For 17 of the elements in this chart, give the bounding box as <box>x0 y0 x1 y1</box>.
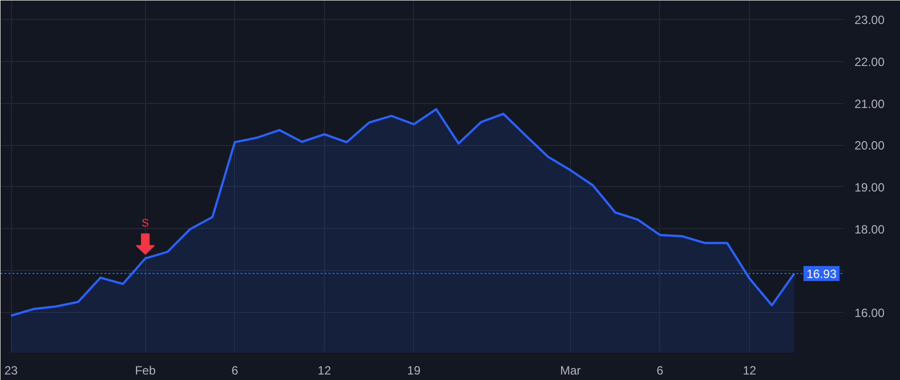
x-tick-label: 6 <box>656 364 664 378</box>
x-tick-label: 23 <box>4 364 18 378</box>
x-tick-label: 6 <box>231 364 238 378</box>
y-tick-label: 19.00 <box>854 180 885 194</box>
y-tick-label: 18.00 <box>854 222 885 236</box>
x-tick-label: 12 <box>742 364 757 378</box>
x-tick-label: Mar <box>560 364 581 378</box>
x-tick-label: 19 <box>407 364 421 378</box>
y-tick-label: 23.00 <box>854 13 885 28</box>
x-tick-label: Feb <box>134 364 156 378</box>
y-tick-label: 20.00 <box>854 138 885 153</box>
y-tick-label: 21.00 <box>854 96 885 111</box>
annotation: S <box>142 218 149 230</box>
x-tick-label: 12 <box>318 364 332 378</box>
ref-line-label: 16.93 <box>806 266 837 281</box>
y-tick-label: 22.00 <box>854 55 885 70</box>
y-tick-label: 16.00 <box>854 306 885 320</box>
